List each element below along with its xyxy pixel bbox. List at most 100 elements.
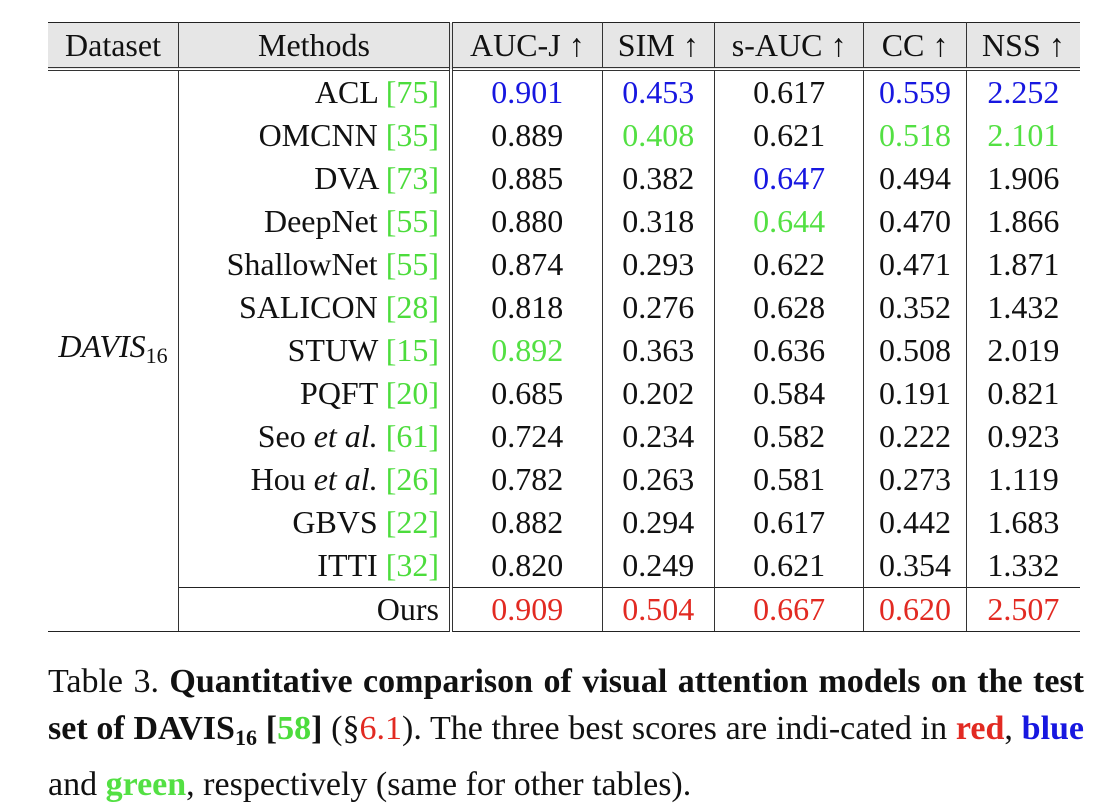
nss-cell: 1.332 [987,547,1060,583]
citation-link[interactable]: [28] [385,289,439,325]
header-row: Dataset Methods AUC-J ↑ SIM ↑ s-AUC ↑ CC… [48,22,1080,69]
sim-cell: 0.382 [602,157,715,200]
method-name: STUW [287,332,378,368]
auc-j-cell: 0.880 [451,200,603,243]
results-table: Dataset Methods AUC-J ↑ SIM ↑ s-AUC ↑ CC… [48,22,1080,632]
s-auc-cell: 0.617 [714,69,865,114]
citation-link[interactable]: [26] [385,461,439,497]
s-auc-cell: 0.644 [714,200,865,243]
header-s-auc: s-AUC ↑ [714,22,865,69]
s-auc-cell: 0.617 [714,501,865,544]
header-cc: CC ↑ [863,22,967,69]
nss-cell: 2.019 [987,332,1060,368]
ours-row: Ours 0.909 0.504 0.667 0.620 2.507 [48,587,1080,632]
sim-cell: 0.408 [602,114,715,157]
cc-cell: 0.518 [863,114,967,157]
cc-cell: 0.191 [863,372,967,415]
method-name: Hou [250,461,306,497]
citation-link[interactable]: [20] [385,375,439,411]
method-name: PQFT [300,375,378,411]
table-row: Hou et al. [26] 0.782 0.263 0.581 0.273 … [48,458,1080,501]
header-nss: NSS ↑ [982,26,1065,63]
sim-cell: 0.504 [602,587,715,632]
sim-cell: 0.318 [602,200,715,243]
table-row: PQFT [20] 0.685 0.202 0.584 0.191 0.821 [48,372,1080,415]
cc-cell: 0.442 [863,501,967,544]
citation-link[interactable]: [15] [385,332,439,368]
table-caption: Table 3. Quantitative comparison of visu… [48,663,1085,803]
caption-text: The three best scores are indi-cated in [430,710,948,747]
sim-cell: 0.293 [602,243,715,286]
caption-green-word: green [105,766,187,803]
citation-link[interactable]: [55] [385,246,439,282]
method-cell: ShallowNet [55] [178,243,453,286]
method-name: ITTI [317,547,378,583]
caption-red-word: red [955,710,1005,747]
method-name: ShallowNet [226,246,378,282]
sim-cell: 0.202 [602,372,715,415]
sim-cell: 0.263 [602,458,715,501]
table-row: STUW [15] 0.892 0.363 0.636 0.508 2.019 [48,329,1080,372]
cc-cell: 0.508 [863,329,967,372]
auc-j-cell: 0.724 [451,415,603,458]
method-cell-ours: Ours [178,587,453,632]
citation-link[interactable]: [73] [385,160,439,196]
method-name: DeepNet [263,203,378,239]
nss-cell: 1.683 [987,504,1060,540]
caption-title: Quantitative comparison of visual attent… [48,663,1084,750]
caption-label: Table 3. [48,663,159,700]
table-row: DAVIS16 ACL [75] 0.901 0.453 0.617 0.559… [48,69,1080,632]
auc-j-cell: 0.818 [451,286,603,329]
table-row: DeepNet [55] 0.880 0.318 0.644 0.470 1.8… [48,200,1080,243]
s-auc-cell: 0.584 [714,372,865,415]
header-auc-j: AUC-J ↑ [451,22,603,69]
method-cell: SALICON [28] [178,286,453,329]
cc-cell: 0.471 [863,243,967,286]
table-row: DVA [73] 0.885 0.382 0.647 0.494 1.906 [48,157,1080,200]
method-name: OMCNN [258,117,378,153]
cc-cell: 0.559 [863,69,967,114]
nss-cell: 1.871 [987,246,1060,282]
table-row: Seo et al. [61] 0.724 0.234 0.582 0.222 … [48,415,1080,458]
method-cell: STUW [15] [178,329,453,372]
sim-cell: 0.234 [602,415,715,458]
nss-cell: 2.101 [987,117,1060,153]
sim-cell: 0.249 [602,544,715,588]
cc-cell: 0.470 [863,200,967,243]
sim-cell: 0.294 [602,501,715,544]
cc-cell: 0.352 [863,286,967,329]
nss-cell: 2.252 [987,74,1060,110]
table-row: ShallowNet [55] 0.874 0.293 0.622 0.471 … [48,243,1080,286]
sim-cell: 0.276 [602,286,715,329]
auc-j-cell: 0.820 [451,544,603,588]
caption-text-end: , respectively (same for other tables). [186,766,692,803]
method-cell: Seo et al. [61] [178,415,453,458]
auc-j-cell: 0.874 [451,243,603,286]
auc-j-cell: 0.782 [451,458,603,501]
section-link[interactable]: 6.1 [359,710,403,747]
citation-link[interactable]: [61] [385,418,439,454]
method-name: SALICON [239,289,378,325]
nss-cell: 1.432 [987,289,1060,325]
table-row: SALICON [28] 0.818 0.276 0.628 0.352 1.4… [48,286,1080,329]
cc-cell: 0.222 [863,415,967,458]
table-row: ITTI [32] 0.820 0.249 0.621 0.354 1.332 [48,544,1080,588]
s-auc-cell: 0.622 [714,243,865,286]
method-name: ACL [314,74,378,110]
citation-link[interactable]: [32] [385,547,439,583]
s-auc-cell: 0.667 [714,587,865,632]
s-auc-cell: 0.621 [714,544,865,588]
dataset-subscript: 16 [145,343,168,368]
nss-cell: 1.119 [987,461,1059,497]
citation-link[interactable]: [75] [385,74,439,110]
citation-link[interactable]: [35] [385,117,439,153]
method-cell: OMCNN [35] [178,114,453,157]
citation-link[interactable]: [55] [385,203,439,239]
method-cell: DVA [73] [178,157,453,200]
method-name: DVA [314,160,378,196]
nss-cell: 0.923 [987,418,1060,454]
citation-link[interactable]: 58 [277,710,312,747]
cc-cell: 0.494 [863,157,967,200]
citation-link[interactable]: [22] [385,504,439,540]
method-etal: et al. [313,461,378,497]
